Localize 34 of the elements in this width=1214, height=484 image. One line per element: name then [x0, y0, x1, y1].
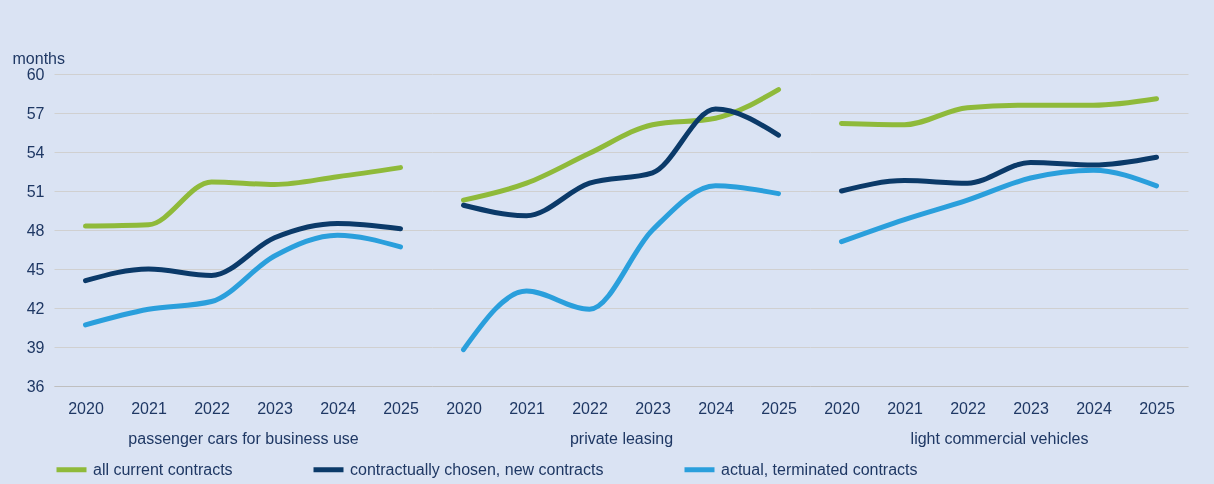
x-tick-label: 2022 — [572, 399, 608, 417]
legend-label: actual, terminated contracts — [721, 460, 918, 478]
x-tick-label: 2025 — [1139, 399, 1175, 417]
x-tick-label: 2024 — [320, 399, 356, 417]
x-tick-label: 2022 — [950, 399, 986, 417]
x-tick-label: 2023 — [1013, 399, 1049, 417]
legend-label: all current contracts — [93, 460, 233, 478]
x-tick-label: 2021 — [131, 399, 167, 417]
y-tick-label: 54 — [26, 143, 45, 161]
x-tick-label: 2021 — [887, 399, 923, 417]
y-tick-label: 60 — [26, 65, 45, 83]
x-tick-label: 2023 — [635, 399, 671, 417]
x-tick-label: 2020 — [68, 399, 104, 417]
x-tick-label: 2022 — [194, 399, 230, 417]
x-tick-label: 2020 — [446, 399, 482, 417]
y-tick-label: 51 — [26, 182, 45, 200]
x-tick-label: 2020 — [824, 399, 860, 417]
x-tick-label: 2023 — [257, 399, 293, 417]
y-tick-label: 57 — [26, 104, 45, 122]
x-tick-label: 2025 — [383, 399, 419, 417]
y-tick-label: 48 — [26, 221, 45, 239]
y-tick-label: 36 — [26, 377, 45, 395]
x-tick-label: 2021 — [509, 399, 545, 417]
x-tick-label: 2025 — [761, 399, 797, 417]
x-tick-label: 2024 — [1076, 399, 1112, 417]
x-tick-label: 2024 — [698, 399, 734, 417]
legend-label: contractually chosen, new contracts — [350, 460, 604, 478]
x-axis-title: light commercial vehicles — [910, 429, 1089, 447]
y-axis-title: months — [12, 49, 65, 67]
x-axis-title: passenger cars for business use — [128, 429, 359, 447]
y-tick-label: 45 — [26, 260, 45, 278]
x-axis-title: private leasing — [569, 429, 674, 447]
y-tick-label: 42 — [26, 299, 45, 317]
y-tick-label: 39 — [26, 338, 45, 356]
